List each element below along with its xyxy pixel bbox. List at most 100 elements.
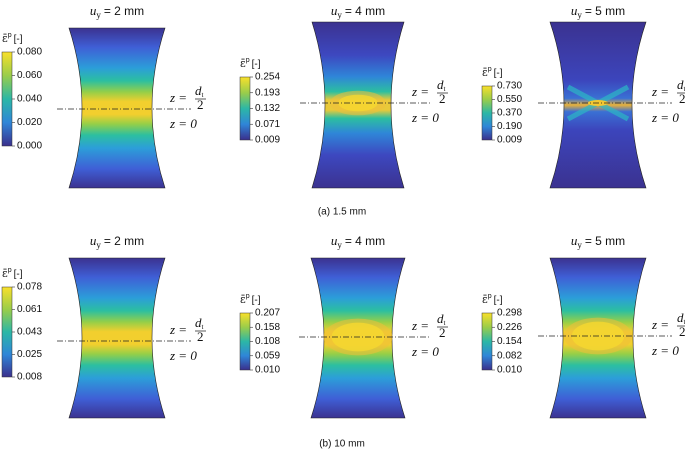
panel-title: uy = 2 mm <box>90 3 144 20</box>
colorbar-tick-label: 0.730 <box>497 81 522 92</box>
numerator: d <box>437 311 444 326</box>
colorbar-tick-label: 0.009 <box>255 135 280 146</box>
numerator-subscript: t <box>202 91 204 99</box>
numerator: d <box>677 310 684 325</box>
title-symbol: u <box>571 3 578 18</box>
title-subscript: y <box>577 240 582 250</box>
numerator: d <box>195 83 202 98</box>
colorbar-tick-label: 0.082 <box>497 350 522 361</box>
colorbar-superscript: p <box>488 293 492 300</box>
fraction-numerator: dt <box>677 77 685 93</box>
fraction-numerator: dt <box>437 311 446 327</box>
colorbar-symbol: ε̄ <box>482 293 488 306</box>
fraction-denominator: 2 <box>439 91 446 106</box>
colorbar-tick-label: 0.108 <box>255 336 280 347</box>
title-subscript: y <box>96 240 101 250</box>
colorbar-tick-label: 0.550 <box>497 94 522 105</box>
colorbar <box>481 85 493 141</box>
annotation-lower: z = 0 <box>169 116 197 131</box>
colorbar-tick-label: 0.000 <box>17 141 42 152</box>
title-subscript: y <box>337 10 342 20</box>
colorbar-tick-label: 0.008 <box>17 372 42 383</box>
specimen-contour <box>68 27 166 189</box>
z-label: z = <box>411 318 429 333</box>
colorbar-tick-label: 0.207 <box>255 308 280 319</box>
fraction-numerator: dt <box>195 83 204 99</box>
colorbar-superscript: p <box>246 293 250 300</box>
title-text: = 2 mm <box>104 4 144 18</box>
colorbar-label: ε̄p [-] <box>482 66 503 79</box>
specimen-contour <box>68 257 166 419</box>
annotation-upper: z = <box>411 84 429 99</box>
annotation-lower: z = 0 <box>651 343 679 358</box>
colorbar-tick-label: 0.060 <box>17 70 42 81</box>
title-subscript: y <box>96 10 101 20</box>
annotation-lower: z = 0 <box>411 344 439 359</box>
colorbar-tick-label: 0.158 <box>255 322 280 333</box>
colorbar-tick-label: 0.370 <box>497 108 522 119</box>
panel-title: uy = 4 mm <box>331 3 385 20</box>
title-text: = 5 mm <box>585 4 625 18</box>
fraction-numerator: dt <box>195 315 204 331</box>
colorbar-label: ε̄p [-] <box>2 267 23 280</box>
panel-title: uy = 5 mm <box>571 233 625 250</box>
colorbar <box>481 312 493 371</box>
annotation-upper: z = <box>411 318 429 333</box>
colorbar-unit: [-] <box>252 295 261 306</box>
colorbar-label: ε̄p [-] <box>240 293 261 306</box>
title-text: = 4 mm <box>345 234 385 248</box>
title-subscript: y <box>577 10 582 20</box>
fraction-denominator: 2 <box>679 91 685 106</box>
colorbar <box>239 76 251 141</box>
panel-title: uy = 2 mm <box>90 233 144 250</box>
fraction-denominator: 2 <box>679 324 685 339</box>
colorbar-label: ε̄p [-] <box>482 293 503 306</box>
title-symbol: u <box>331 3 338 18</box>
colorbar-tick-label: 0.254 <box>255 72 280 83</box>
colorbar-label: ε̄p [-] <box>2 32 23 45</box>
colorbar-superscript: p <box>488 66 492 73</box>
colorbar-tick-label: 0.043 <box>17 327 42 338</box>
colorbar-tick-label: 0.009 <box>497 135 522 146</box>
colorbar-tick-label: 0.071 <box>255 119 280 130</box>
colorbar-tick-label: 0.040 <box>17 94 42 105</box>
colorbar-tick-label: 0.010 <box>497 365 522 376</box>
numerator-subscript: t <box>444 319 446 327</box>
z-label: z = <box>651 84 669 99</box>
numerator: d <box>195 315 202 330</box>
subfigure-caption: (b) 10 mm <box>319 439 365 450</box>
title-symbol: u <box>90 233 97 248</box>
colorbar-tick-label: 0.190 <box>497 121 522 132</box>
annotation-upper: z = <box>651 84 669 99</box>
colorbar <box>239 312 251 371</box>
title-symbol: u <box>331 233 338 248</box>
numerator: d <box>677 77 684 92</box>
title-subscript: y <box>337 240 342 250</box>
colorbar-superscript: p <box>8 267 12 274</box>
title-text: = 5 mm <box>585 234 625 248</box>
panel-title: uy = 4 mm <box>331 233 385 250</box>
colorbar-unit: [-] <box>14 34 23 45</box>
title-text: = 2 mm <box>104 234 144 248</box>
annotation-upper: z = <box>651 317 669 332</box>
annotation-upper: z = <box>169 322 187 337</box>
colorbar-tick-label: 0.298 <box>497 308 522 319</box>
colorbar-symbol: ε̄ <box>2 32 8 45</box>
colorbar-tick-label: 0.193 <box>255 87 280 98</box>
title-text: = 4 mm <box>345 4 385 18</box>
colorbar-tick-label: 0.020 <box>17 117 42 128</box>
colorbar-unit: [-] <box>252 59 261 70</box>
colorbar-superscript: p <box>8 32 12 39</box>
annotation-upper: z = <box>169 90 187 105</box>
title-symbol: u <box>571 233 578 248</box>
numerator-subscript: t <box>684 85 685 93</box>
colorbar-unit: [-] <box>494 68 503 79</box>
fraction-numerator: dt <box>437 77 446 93</box>
numerator-subscript: t <box>202 323 204 331</box>
z-label: z = <box>651 317 669 332</box>
fraction-numerator: dt <box>677 310 685 326</box>
colorbar-symbol: ε̄ <box>240 57 246 70</box>
colorbar-tick-label: 0.080 <box>17 47 42 58</box>
colorbar-superscript: p <box>246 57 250 64</box>
colorbar-symbol: ε̄ <box>482 66 488 79</box>
